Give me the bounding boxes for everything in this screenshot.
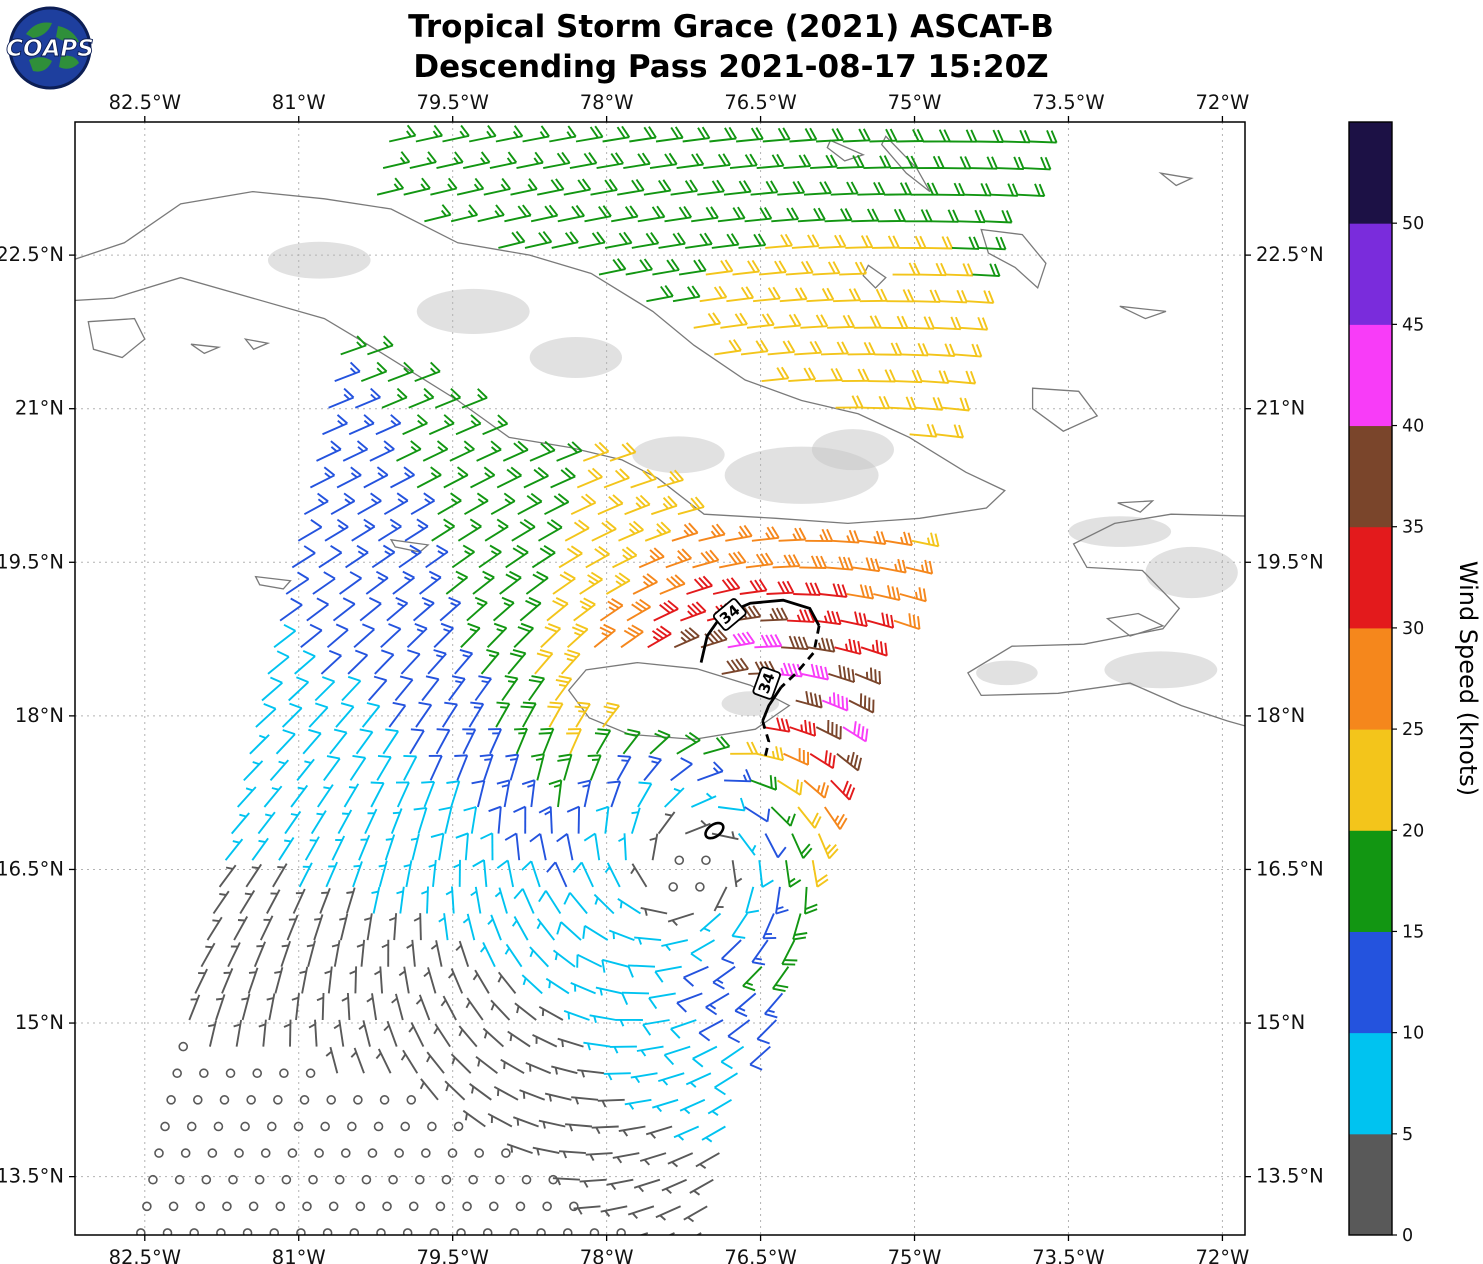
- axes: 82.5°W 82.5°W 81°W 81°W 79.5°W 79.5°W 78°W 78°W…: [0, 91, 1324, 1264]
- x-tick-label-top: 73.5°W: [1032, 91, 1104, 114]
- coast-gonave: [1105, 612, 1165, 637]
- x-tick-label-top: 82.5°W: [109, 91, 181, 114]
- y-tick-label-right: 18°N: [1256, 704, 1305, 727]
- colorbar-tick-label: 10: [1402, 1024, 1424, 1044]
- storm-annotations: 34 34: [699, 598, 821, 840]
- x-tick-label-top: 72°W: [1195, 91, 1249, 114]
- coast-tortuga: [1117, 500, 1155, 513]
- colorbar-tick-label: 5: [1402, 1125, 1413, 1145]
- x-tick-label: 73.5°W: [1032, 1246, 1104, 1264]
- colorbar-tick-label: 40: [1402, 417, 1424, 437]
- wind-barbs: [136, 124, 1058, 1249]
- x-tick-label-top: 79.5°W: [416, 91, 488, 114]
- grid-lines: [75, 122, 1245, 1235]
- x-tick-label-top: 81°W: [272, 91, 326, 114]
- y-tick-label-right: 13.5°N: [1256, 1165, 1324, 1188]
- x-tick-label: 76.5°W: [724, 1246, 796, 1264]
- coast-cuba: [62, 190, 1006, 525]
- wind-radius-label: 34: [712, 598, 747, 631]
- coast-isla-juventud: [87, 317, 146, 359]
- chart-title-line2: Descending Pass 2021-08-17 15:20Z: [413, 48, 1049, 85]
- colorbar-tick-label: 20: [1402, 821, 1424, 841]
- colorbar: 0 5 10 15 20 25 30 35 40 45 50 Wind Speed (knots): [1348, 121, 1482, 1246]
- colorbar-tick-label: 30: [1402, 619, 1424, 639]
- y-tick-label-right: 16.5°N: [1256, 857, 1324, 880]
- colorbar-tick-label: 50: [1402, 214, 1424, 234]
- y-tick-label: 16.5°N: [0, 857, 64, 880]
- coast-long-island: [880, 135, 931, 193]
- coaps-logo-svg: COAPS: [6, 6, 94, 90]
- wind-radius-label: 34: [752, 666, 781, 700]
- colorbar-segment: [1349, 122, 1392, 224]
- colorbar-segment: [1349, 729, 1392, 831]
- coast-plana-cays: [1158, 172, 1194, 187]
- colorbar-segment: [1349, 425, 1392, 528]
- y-tick-label: 13.5°N: [0, 1165, 64, 1188]
- x-tick-label: 78°W: [580, 1246, 634, 1264]
- coast-canarreos-b: [243, 338, 271, 351]
- chart-title: Tropical Storm Grace (2021) ASCAT-B Desc…: [0, 8, 1462, 87]
- colorbar-segment: [1349, 627, 1392, 730]
- colorbar-segment: [1349, 830, 1392, 932]
- colorbar-segment: [1349, 526, 1392, 629]
- colorbar-segment: [1349, 1133, 1392, 1236]
- storm-center-marker: [704, 821, 725, 840]
- colorbar-segment: [1349, 324, 1392, 427]
- x-tick-label: 79.5°W: [416, 1246, 488, 1264]
- y-tick-label: 18°N: [15, 704, 64, 727]
- coastlines: [62, 135, 1254, 741]
- y-tick-label: 15°N: [15, 1011, 64, 1034]
- chart-title-line1: Tropical Storm Grace (2021) ASCAT-B: [408, 9, 1054, 45]
- colorbar-segment: [1349, 931, 1392, 1034]
- y-tick-label-right: 15°N: [1256, 1011, 1305, 1034]
- coaps-logo-text: COAPS: [6, 36, 94, 62]
- y-tick-label: 21°N: [15, 397, 64, 420]
- y-tick-label: 22.5°N: [0, 243, 64, 266]
- x-tick-label-top: 76.5°W: [724, 91, 796, 114]
- terrain-shading: [267, 241, 1238, 716]
- coast-exuma-cays: [826, 139, 866, 162]
- coast-jamaica: [567, 661, 791, 741]
- coast-grand-cayman: [254, 575, 292, 590]
- y-tick-label-right: 22.5°N: [1256, 243, 1324, 266]
- coaps-logo: COAPS: [6, 4, 94, 96]
- colorbar-tick-label: 15: [1402, 922, 1424, 942]
- coast-hispaniola: [967, 513, 1254, 730]
- x-tick-label-top: 78°W: [580, 91, 634, 114]
- y-tick-label-right: 21°N: [1256, 397, 1305, 420]
- colorbar-tick-label: 25: [1402, 720, 1424, 740]
- globe-continent-icon: [29, 57, 52, 72]
- coast-little-cayman: [389, 538, 430, 553]
- y-tick-label-right: 19.5°N: [1256, 550, 1324, 573]
- coast-mayaguana: [1119, 305, 1167, 320]
- globe-continent-icon: [59, 55, 79, 69]
- coast-canarreos-a: [190, 343, 222, 355]
- colorbar-tick-label: 0: [1402, 1226, 1413, 1246]
- x-tick-label-top: 75°W: [888, 91, 942, 114]
- globe-continent-icon: [26, 22, 52, 38]
- x-tick-label: 81°W: [272, 1246, 326, 1264]
- colorbar-segment: [1349, 1032, 1392, 1135]
- x-tick-label: 82.5°W: [109, 1246, 181, 1264]
- colorbar-segment: [1349, 223, 1392, 325]
- x-tick-label: 75°W: [888, 1246, 942, 1264]
- colorbar-tick-label: 45: [1402, 315, 1424, 335]
- coast-ragged-cays: [862, 264, 887, 289]
- y-tick-label: 19.5°N: [0, 550, 64, 573]
- coast-great-inagua: [1031, 387, 1099, 432]
- colorbar-label: Wind Speed (knots): [1454, 561, 1482, 796]
- globe-continent-icon: [56, 26, 79, 43]
- x-tick-label: 72°W: [1195, 1246, 1249, 1264]
- coast-crooked-acklins: [980, 228, 1047, 290]
- colorbar-tick-label: 35: [1402, 518, 1424, 538]
